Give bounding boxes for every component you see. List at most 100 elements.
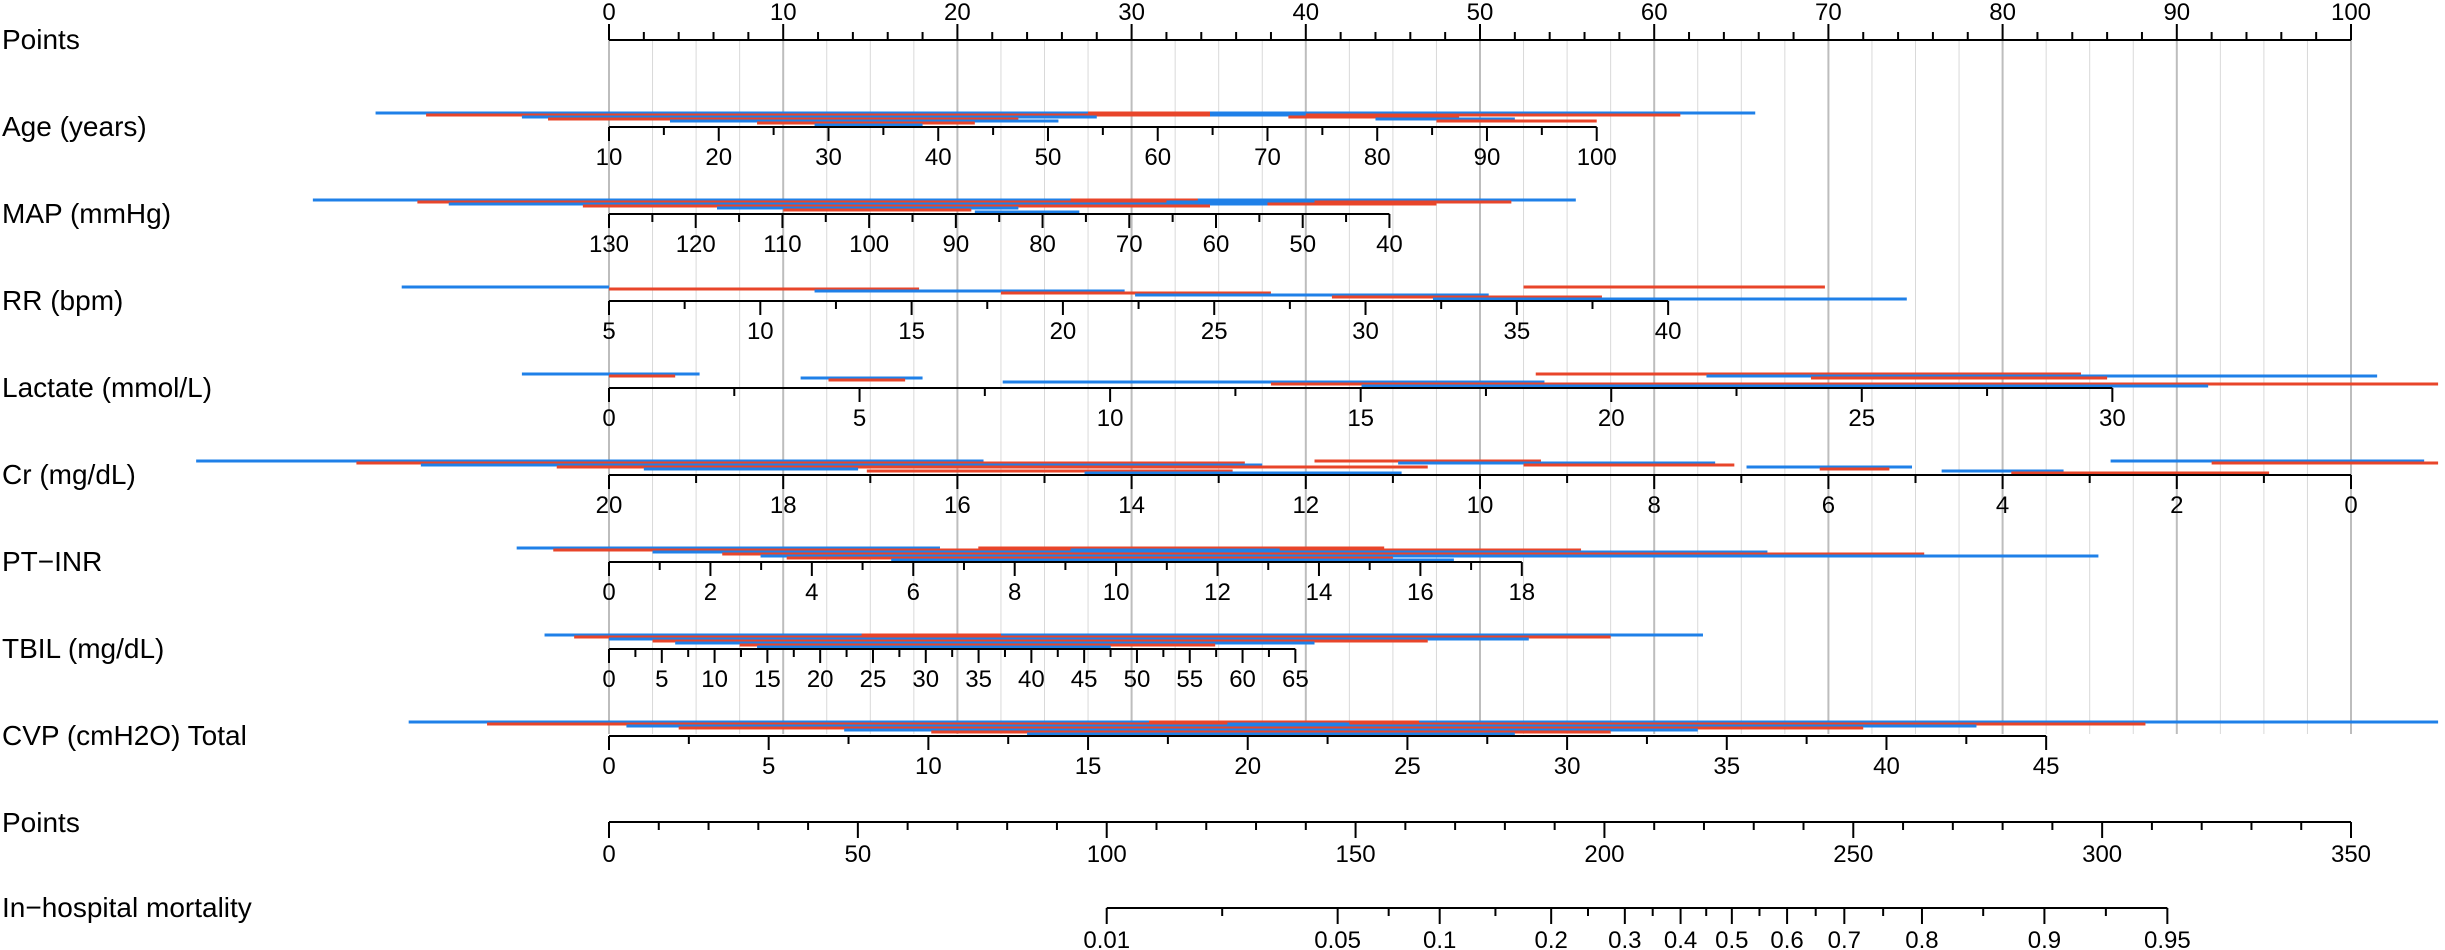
points-axis-tick-label: 60 [1641, 0, 1668, 26]
ptinr-tick-label: 4 [805, 579, 818, 606]
points-axis-tick-label: 70 [1815, 0, 1842, 26]
map-tick-label: 80 [1029, 231, 1056, 258]
map-label: MAP (mmHg) [2, 198, 171, 229]
ptinr-tick-label: 8 [1008, 579, 1021, 606]
cr-tick-label: 8 [1648, 492, 1661, 519]
cr-tick-label: 20 [596, 492, 623, 519]
age-tick-label: 30 [815, 144, 842, 171]
age-tick-label: 80 [1364, 144, 1391, 171]
total-points-axis-tick-label: 300 [2082, 841, 2122, 868]
tbil-tick-label: 40 [1018, 666, 1045, 693]
total-points-axis-tick-label: 350 [2331, 841, 2371, 868]
mortality-axis-tick-label: 0.5 [1715, 927, 1748, 950]
lactate-tick-label: 5 [853, 405, 866, 432]
map-tick-label: 130 [589, 231, 629, 258]
cvp-tick-label: 20 [1234, 753, 1261, 780]
map-tick-label: 50 [1289, 231, 1316, 258]
lactate-tick-label: 0 [602, 405, 615, 432]
cvp-tick-label: 10 [915, 753, 942, 780]
points-axis-tick-label: 0 [602, 0, 615, 26]
lactate-tick-label: 15 [1347, 405, 1374, 432]
cr-tick-label: 6 [1822, 492, 1835, 519]
tbil-tick-label: 20 [807, 666, 834, 693]
tbil-tick-label: 60 [1229, 666, 1256, 693]
points-axis-tick-label: 50 [1467, 0, 1494, 26]
map-tick-label: 40 [1376, 231, 1403, 258]
cvp-label: CVP (cmH2O) Total [2, 720, 247, 751]
points-axis-label: Points [2, 24, 80, 55]
tbil-label: TBIL (mg/dL) [2, 633, 164, 664]
age-tick-label: 10 [596, 144, 623, 171]
cr-tick-label: 14 [1118, 492, 1145, 519]
age-tick-label: 40 [925, 144, 952, 171]
cvp-tick-label: 35 [1713, 753, 1740, 780]
lactate-tick-label: 30 [2099, 405, 2126, 432]
mortality-axis-tick-label: 0.3 [1608, 927, 1641, 950]
mortality-axis-tick-label: 0.01 [1083, 927, 1130, 950]
map-tick-label: 70 [1116, 231, 1143, 258]
points-axis-tick-label: 10 [770, 0, 797, 26]
mortality-axis-tick-label: 0.2 [1534, 927, 1567, 950]
mortality-axis-tick-label: 0.7 [1828, 927, 1861, 950]
age-label: Age (years) [2, 111, 147, 142]
map-tick-label: 100 [849, 231, 889, 258]
cvp-tick-label: 30 [1554, 753, 1581, 780]
ptinr-tick-label: 2 [704, 579, 717, 606]
ptinr-tick-label: 18 [1508, 579, 1535, 606]
cvp-tick-label: 15 [1075, 753, 1102, 780]
age-tick-label: 70 [1254, 144, 1281, 171]
tbil-tick-label: 5 [655, 666, 668, 693]
cr-tick-label: 4 [1996, 492, 2009, 519]
total-points-axis-tick-label: 200 [1584, 841, 1624, 868]
ptinr-tick-label: 12 [1204, 579, 1231, 606]
age-tick-label: 20 [705, 144, 732, 171]
row-labels: Points Age (years) MAP (mmHg) RR (bpm) L… [2, 24, 252, 923]
lactate-tick-label: 25 [1848, 405, 1875, 432]
cvp-tick-label: 40 [1873, 753, 1900, 780]
tbil-tick-label: 0 [602, 666, 615, 693]
map-tick-label: 60 [1203, 231, 1230, 258]
cr-label: Cr (mg/dL) [2, 459, 136, 490]
ptinr-tick-label: 14 [1306, 579, 1333, 606]
cvp-tick-label: 0 [602, 753, 615, 780]
ptinr-tick-label: 0 [602, 579, 615, 606]
rr-tick-label: 20 [1050, 318, 1077, 345]
rr-tick-label: 5 [602, 318, 615, 345]
lactate-label: Lactate (mmol/L) [2, 372, 212, 403]
lactate-tick-label: 20 [1598, 405, 1625, 432]
cvp-tick-label: 45 [2033, 753, 2060, 780]
tbil-tick-label: 55 [1176, 666, 1203, 693]
tbil-tick-label: 30 [912, 666, 939, 693]
points-axis-tick-label: 30 [1118, 0, 1145, 26]
tbil-tick-label: 10 [701, 666, 728, 693]
cvp-tick-label: 5 [762, 753, 775, 780]
ptinr-tick-label: 10 [1103, 579, 1130, 606]
mortality-axis-tick-label: 0.1 [1423, 927, 1456, 950]
ptinr-tick-label: 6 [907, 579, 920, 606]
total-points-axis-label: Points [2, 807, 80, 838]
points-axis-tick-label: 100 [2331, 0, 2371, 26]
age-tick-label: 90 [1474, 144, 1501, 171]
tbil-tick-label: 25 [860, 666, 887, 693]
map-tick-label: 120 [676, 231, 716, 258]
age-tick-label: 50 [1035, 144, 1062, 171]
rr-label: RR (bpm) [2, 285, 123, 316]
cvp-tick-label: 25 [1394, 753, 1421, 780]
rr-tick-label: 25 [1201, 318, 1228, 345]
rr-tick-label: 15 [898, 318, 925, 345]
mortality-axis-tick-label: 0.95 [2144, 927, 2191, 950]
total-points-axis-tick-label: 150 [1336, 841, 1376, 868]
points-axis-tick-label: 90 [2163, 0, 2190, 26]
ptinr-tick-label: 16 [1407, 579, 1434, 606]
points-axis-tick-label: 80 [1989, 0, 2016, 26]
cr-tick-label: 16 [944, 492, 971, 519]
mortality-axis-label: In−hospital mortality [2, 892, 252, 923]
mortality-axis-tick-label: 0.9 [2028, 927, 2061, 950]
cr-tick-label: 2 [2170, 492, 2183, 519]
sample-segments [196, 111, 2439, 736]
tbil-tick-label: 45 [1071, 666, 1098, 693]
cr-tick-label: 12 [1292, 492, 1319, 519]
rr-tick-label: 30 [1352, 318, 1379, 345]
